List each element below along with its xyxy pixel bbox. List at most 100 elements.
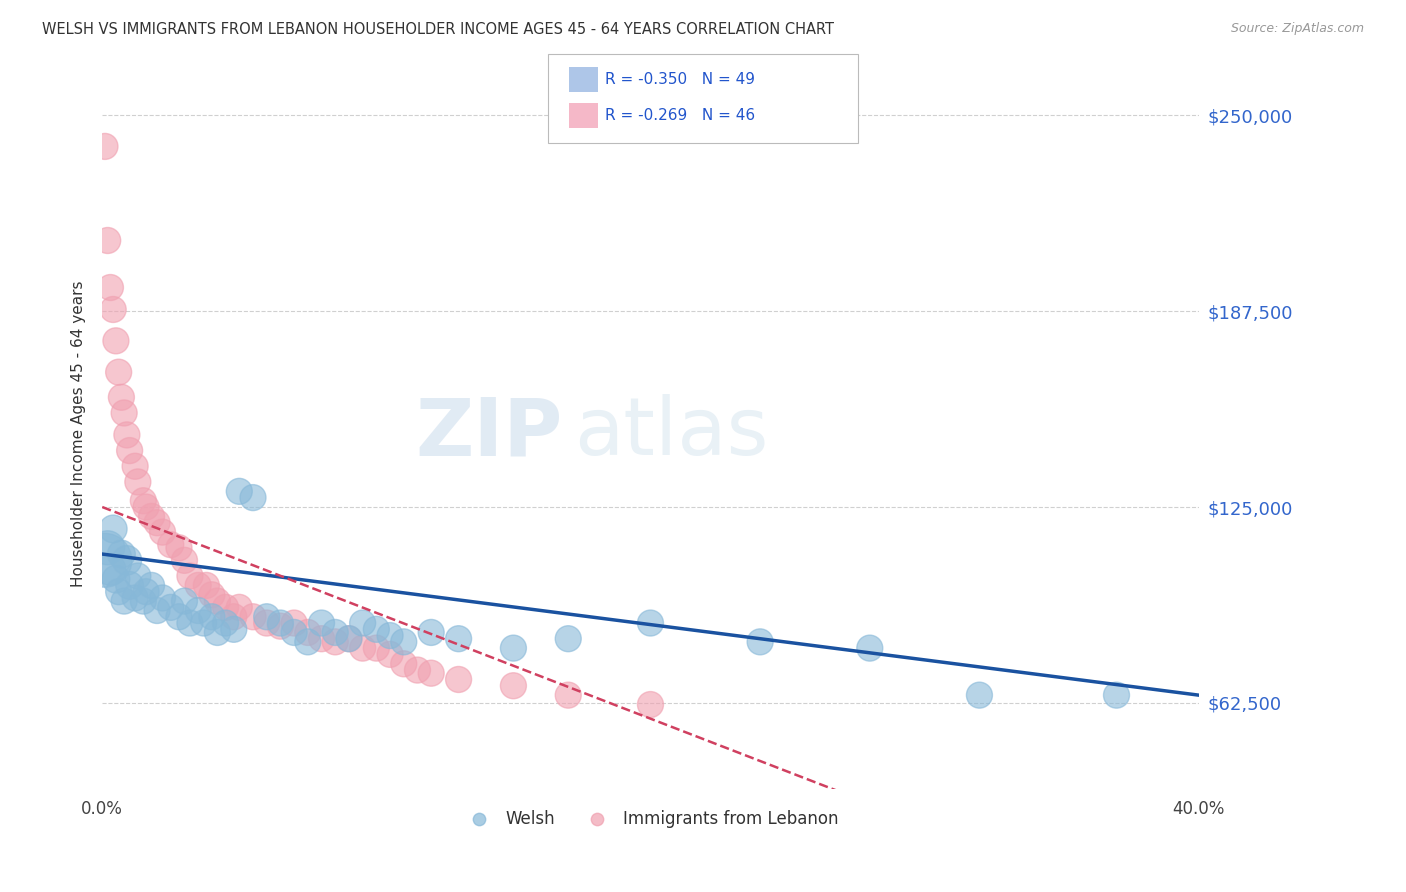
- Point: [118, 443, 141, 458]
- Point: [311, 632, 333, 646]
- Point: [323, 625, 346, 640]
- Point: [115, 428, 138, 442]
- Point: [152, 591, 174, 605]
- Point: [132, 594, 155, 608]
- Point: [311, 615, 333, 630]
- Point: [256, 609, 278, 624]
- Point: [269, 615, 291, 630]
- Point: [104, 572, 127, 586]
- Point: [378, 629, 401, 643]
- Point: [135, 500, 157, 514]
- Point: [112, 594, 135, 608]
- Point: [337, 632, 360, 646]
- Point: [167, 541, 190, 555]
- Point: [124, 591, 146, 605]
- Point: [146, 516, 169, 530]
- Point: [101, 522, 124, 536]
- Point: [101, 302, 124, 317]
- Point: [228, 484, 250, 499]
- Point: [242, 491, 264, 505]
- Point: [222, 609, 245, 624]
- Point: [502, 641, 524, 656]
- Point: [222, 622, 245, 636]
- Point: [110, 390, 132, 404]
- Point: [100, 563, 122, 577]
- Point: [323, 635, 346, 649]
- Point: [104, 334, 127, 348]
- Point: [132, 493, 155, 508]
- Point: [749, 635, 772, 649]
- Point: [97, 541, 120, 555]
- Point: [112, 406, 135, 420]
- Point: [193, 615, 215, 630]
- Point: [173, 553, 195, 567]
- Point: [406, 663, 429, 677]
- Point: [283, 615, 305, 630]
- Point: [366, 622, 388, 636]
- Text: R = -0.269   N = 46: R = -0.269 N = 46: [605, 108, 755, 122]
- Point: [297, 635, 319, 649]
- Point: [502, 679, 524, 693]
- Point: [447, 632, 470, 646]
- Point: [141, 578, 163, 592]
- Point: [283, 625, 305, 640]
- Point: [127, 569, 149, 583]
- Point: [159, 600, 181, 615]
- Point: [392, 657, 415, 671]
- Point: [107, 584, 129, 599]
- Point: [110, 547, 132, 561]
- Point: [179, 569, 201, 583]
- Point: [352, 615, 374, 630]
- Point: [127, 475, 149, 489]
- Point: [94, 553, 117, 567]
- Point: [159, 538, 181, 552]
- Y-axis label: Householder Income Ages 45 - 64 years: Householder Income Ages 45 - 64 years: [72, 280, 86, 587]
- Point: [115, 553, 138, 567]
- Point: [141, 509, 163, 524]
- Point: [214, 600, 236, 615]
- Point: [420, 666, 443, 681]
- Point: [447, 673, 470, 687]
- Point: [135, 584, 157, 599]
- Point: [146, 603, 169, 617]
- Point: [256, 615, 278, 630]
- Point: [969, 688, 991, 702]
- Point: [167, 609, 190, 624]
- Point: [187, 578, 209, 592]
- Text: atlas: atlas: [574, 394, 768, 473]
- Point: [118, 578, 141, 592]
- Point: [97, 234, 120, 248]
- Point: [195, 578, 218, 592]
- Point: [640, 615, 662, 630]
- Legend: Welsh, Immigrants from Lebanon: Welsh, Immigrants from Lebanon: [456, 803, 845, 834]
- Point: [124, 459, 146, 474]
- Point: [297, 625, 319, 640]
- Point: [94, 139, 117, 153]
- Point: [420, 625, 443, 640]
- Point: [179, 615, 201, 630]
- Point: [269, 619, 291, 633]
- Point: [201, 588, 224, 602]
- Point: [187, 603, 209, 617]
- Point: [366, 641, 388, 656]
- Point: [207, 625, 229, 640]
- Point: [378, 648, 401, 662]
- Point: [201, 609, 224, 624]
- Point: [152, 525, 174, 540]
- Point: [392, 635, 415, 649]
- Point: [640, 698, 662, 712]
- Point: [557, 688, 579, 702]
- Text: Source: ZipAtlas.com: Source: ZipAtlas.com: [1230, 22, 1364, 36]
- Point: [214, 615, 236, 630]
- Point: [1105, 688, 1128, 702]
- Point: [337, 632, 360, 646]
- Point: [107, 365, 129, 379]
- Point: [100, 280, 122, 294]
- Text: WELSH VS IMMIGRANTS FROM LEBANON HOUSEHOLDER INCOME AGES 45 - 64 YEARS CORRELATI: WELSH VS IMMIGRANTS FROM LEBANON HOUSEHO…: [42, 22, 834, 37]
- Point: [859, 641, 882, 656]
- Point: [228, 600, 250, 615]
- Text: ZIP: ZIP: [416, 394, 562, 473]
- Point: [207, 594, 229, 608]
- Point: [242, 609, 264, 624]
- Point: [557, 632, 579, 646]
